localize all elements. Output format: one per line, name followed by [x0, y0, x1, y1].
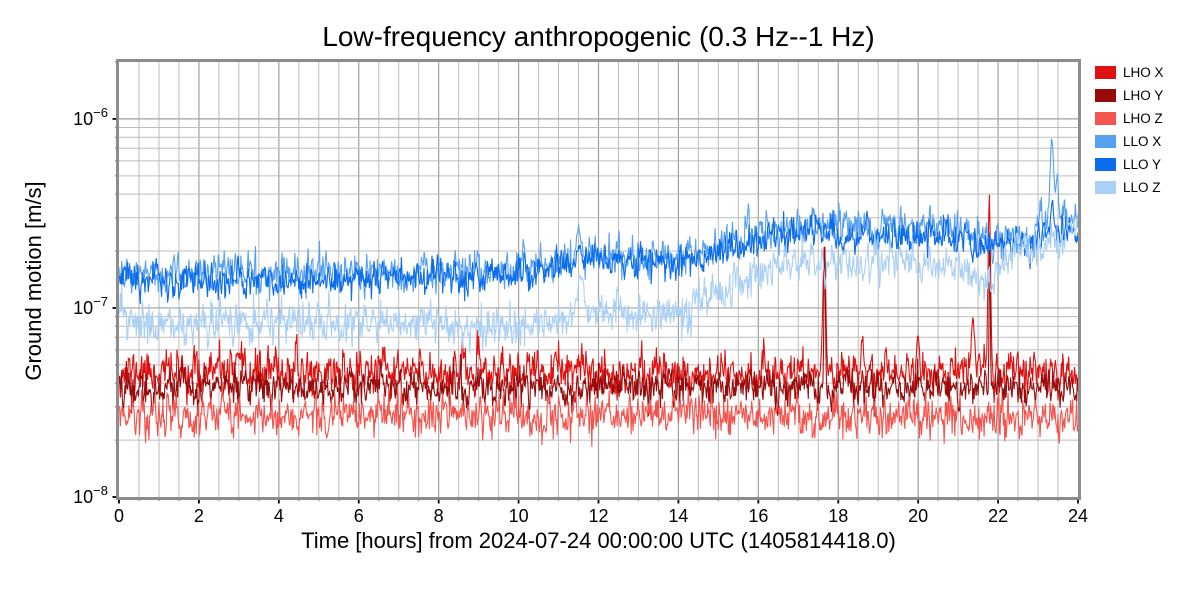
svg-text:12: 12 — [588, 506, 608, 526]
series-lho-y — [119, 247, 1078, 417]
legend-item-lho-x: LHO X — [1095, 61, 1164, 84]
svg-text:2: 2 — [194, 506, 204, 526]
lho-x-swatch-icon — [1095, 66, 1116, 79]
svg-text:8: 8 — [434, 506, 444, 526]
svg-text:24: 24 — [1068, 506, 1088, 526]
legend-item-lho-z: LHO Z — [1095, 107, 1164, 130]
legend-label: LHO X — [1123, 65, 1164, 80]
legend-label: LLO Z — [1123, 180, 1161, 195]
lho-z-swatch-icon — [1095, 112, 1116, 125]
legend-label: LLO X — [1123, 134, 1162, 149]
legend: LHO X LHO Y LHO Z LLO X LLO Y LLO Z — [1095, 61, 1164, 199]
legend-item-llo-x: LLO X — [1095, 130, 1164, 153]
series-llo-z — [119, 216, 1078, 354]
legend-item-llo-z: LLO Z — [1095, 176, 1164, 199]
legend-item-llo-y: LLO Y — [1095, 153, 1164, 176]
svg-text:0: 0 — [114, 506, 124, 526]
llo-z-swatch-icon — [1095, 181, 1116, 194]
svg-text:10: 10 — [509, 506, 529, 526]
legend-label: LHO Z — [1123, 111, 1163, 126]
series-lho-z — [119, 382, 1078, 447]
svg-text:4: 4 — [274, 506, 284, 526]
chart-title: Low-frequency anthropogenic (0.3 Hz--1 H… — [322, 21, 875, 52]
llo-x-swatch-icon — [1095, 135, 1116, 148]
legend-label: LHO Y — [1123, 88, 1164, 103]
x-axis-label: Time [hours] from 2024-07-24 00:00:00 UT… — [301, 528, 896, 553]
svg-text:10−7: 10−7 — [73, 294, 108, 318]
svg-text:16: 16 — [748, 506, 768, 526]
legend-label: LLO Y — [1123, 157, 1162, 172]
svg-text:10−8: 10−8 — [73, 483, 108, 507]
llo-y-swatch-icon — [1095, 158, 1116, 171]
svg-text:18: 18 — [828, 506, 848, 526]
svg-text:20: 20 — [908, 506, 928, 526]
svg-text:6: 6 — [354, 506, 364, 526]
svg-text:14: 14 — [668, 506, 688, 526]
series-llo-y — [119, 199, 1078, 305]
svg-text:10−6: 10−6 — [73, 105, 108, 129]
legend-item-lho-y: LHO Y — [1095, 84, 1164, 107]
svg-text:22: 22 — [988, 506, 1008, 526]
lho-y-swatch-icon — [1095, 89, 1116, 102]
